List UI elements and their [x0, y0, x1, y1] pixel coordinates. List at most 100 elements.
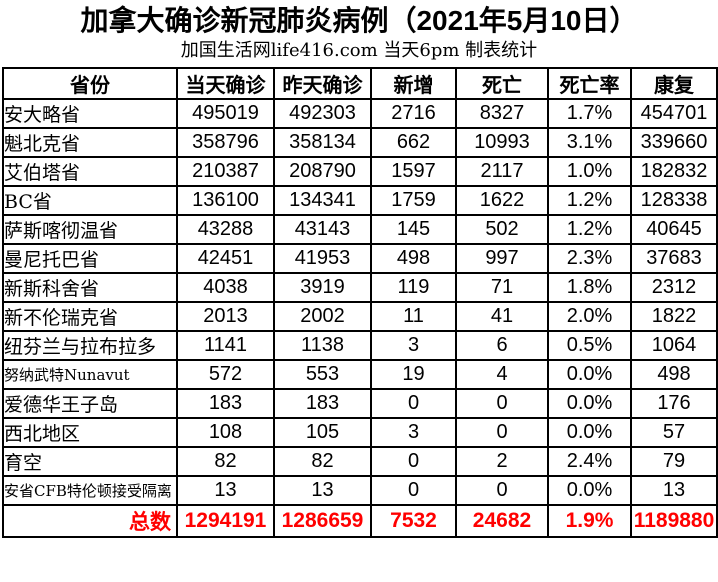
value-cell: 208790: [273, 156, 372, 187]
value-cell: 2013: [176, 301, 275, 332]
column-header-today: 当天确诊: [176, 67, 275, 100]
total-label: 总数: [2, 504, 178, 538]
value-cell: 8327: [455, 98, 549, 129]
province-cell: 魁北克省: [2, 127, 178, 158]
value-cell: 1.7%: [547, 98, 632, 129]
value-cell: 176: [630, 388, 718, 419]
value-cell: 1.2%: [547, 214, 632, 245]
value-cell: 145: [370, 214, 457, 245]
value-cell: 0: [455, 388, 549, 419]
table-row: 安省CFB特伦顿接受隔离 13 13 0 0 0.0% 13: [2, 475, 718, 506]
value-cell: 79: [630, 446, 718, 477]
value-cell: 13: [176, 475, 275, 506]
value-cell: 105: [273, 417, 372, 448]
province-cell: 育空: [2, 446, 178, 477]
value-cell: 358134: [273, 127, 372, 158]
province-cell: 新斯科舍省: [2, 272, 178, 303]
value-cell: 498: [630, 359, 718, 390]
value-cell: 82: [273, 446, 372, 477]
value-cell: 3.1%: [547, 127, 632, 158]
province-cell: 西北地区: [2, 417, 178, 448]
value-cell: 13: [630, 475, 718, 506]
value-cell: 3: [370, 330, 457, 361]
value-cell: 492303: [273, 98, 372, 129]
table-row: 努纳武特Nunavut 572 553 19 4 0.0% 498: [2, 359, 718, 390]
value-cell: 0: [370, 475, 457, 506]
table-row: BC省 136100 134341 1759 1622 1.2% 128338: [2, 185, 718, 216]
value-cell: 1.2%: [547, 185, 632, 216]
value-cell: 997: [455, 243, 549, 274]
value-cell: 572: [176, 359, 275, 390]
total-yesterday-cell: 1286659: [273, 504, 372, 538]
province-cell: 萨斯喀彻温省: [2, 214, 178, 245]
province-cell: 努纳武特Nunavut: [2, 359, 178, 390]
value-cell: 136100: [176, 185, 275, 216]
table-row: 西北地区 108 105 3 0 0.0% 57: [2, 417, 718, 448]
value-cell: 553: [273, 359, 372, 390]
value-cell: 82: [176, 446, 275, 477]
value-cell: 10993: [455, 127, 549, 158]
table-row: 育空 82 82 0 2 2.4% 79: [2, 446, 718, 477]
value-cell: 0.0%: [547, 388, 632, 419]
value-cell: 1064: [630, 330, 718, 361]
value-cell: 2312: [630, 272, 718, 303]
value-cell: 1.0%: [547, 156, 632, 187]
column-header-death-rate: 死亡率: [547, 67, 632, 100]
table-row: 纽芬兰与拉布拉多 1141 1138 3 6 0.5% 1064: [2, 330, 718, 361]
value-cell: 183: [273, 388, 372, 419]
table-row: 新斯科舍省 4038 3919 119 71 1.8% 2312: [2, 272, 718, 303]
value-cell: 2: [455, 446, 549, 477]
province-cell: BC省: [2, 185, 178, 216]
value-cell: 1622: [455, 185, 549, 216]
column-header-recovered: 康复: [630, 67, 718, 100]
value-cell: 183: [176, 388, 275, 419]
value-cell: 1.8%: [547, 272, 632, 303]
province-cell: 安大略省: [2, 98, 178, 129]
value-cell: 134341: [273, 185, 372, 216]
total-today-cell: 1294191: [176, 504, 275, 538]
value-cell: 0.0%: [547, 475, 632, 506]
province-cell: 爱德华王子岛: [2, 388, 178, 419]
value-cell: 2.0%: [547, 301, 632, 332]
province-cell: 新不伦瑞克省: [2, 301, 178, 332]
value-cell: 0: [370, 388, 457, 419]
value-cell: 1822: [630, 301, 718, 332]
value-cell: 19: [370, 359, 457, 390]
value-cell: 37683: [630, 243, 718, 274]
value-cell: 662: [370, 127, 457, 158]
value-cell: 40645: [630, 214, 718, 245]
value-cell: 0.0%: [547, 359, 632, 390]
page-title: 加拿大确诊新冠肺炎病例（2021年5月10日）: [80, 5, 638, 36]
value-cell: 502: [455, 214, 549, 245]
value-cell: 2.3%: [547, 243, 632, 274]
table-row: 安大略省 495019 492303 2716 8327 1.7% 454701: [2, 98, 718, 129]
value-cell: 182832: [630, 156, 718, 187]
value-cell: 358796: [176, 127, 275, 158]
value-cell: 13: [273, 475, 372, 506]
value-cell: 71: [455, 272, 549, 303]
value-cell: 119: [370, 272, 457, 303]
value-cell: 0: [455, 475, 549, 506]
total-row: 总数 1294191 1286659 7532 24682 1.9% 11898…: [2, 504, 718, 538]
column-header-yesterday: 昨天确诊: [273, 67, 372, 100]
province-cell: 艾伯塔省: [2, 156, 178, 187]
value-cell: 3919: [273, 272, 372, 303]
page-subtitle: 加国生活网life416.com 当天6pm 制表统计: [180, 40, 538, 61]
province-cell: 安省CFB特伦顿接受隔离: [2, 475, 178, 506]
value-cell: 2716: [370, 98, 457, 129]
value-cell: 11: [370, 301, 457, 332]
value-cell: 42451: [176, 243, 275, 274]
province-cell: 纽芬兰与拉布拉多: [2, 330, 178, 361]
value-cell: 2002: [273, 301, 372, 332]
table-row: 爱德华王子岛 183 183 0 0 0.0% 176: [2, 388, 718, 419]
total-new-cell: 7532: [370, 504, 457, 538]
total-deaths-cell: 24682: [455, 504, 549, 538]
total-death-rate-cell: 1.9%: [547, 504, 632, 538]
value-cell: 41953: [273, 243, 372, 274]
column-header-new: 新增: [370, 67, 457, 100]
value-cell: 1141: [176, 330, 275, 361]
value-cell: 128338: [630, 185, 718, 216]
value-cell: 4038: [176, 272, 275, 303]
covid-stats-table: 省份 当天确诊 昨天确诊 新增 死亡 死亡率 康复 安大略省 495019 4923…: [2, 67, 718, 538]
